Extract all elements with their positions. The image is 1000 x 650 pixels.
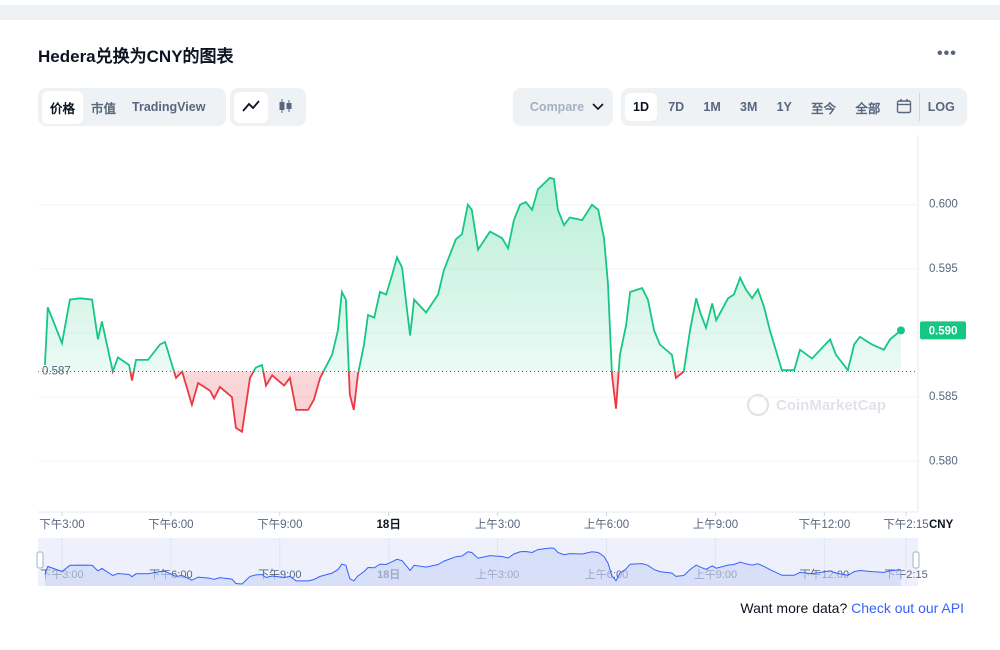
tab-group: 价格 市值 TradingView [38,88,226,126]
range-button[interactable]: 至今 [811,101,837,116]
last-price-label: 0.590 [929,325,958,337]
tab[interactable]: TradingView [132,100,206,114]
price-line-down [111,371,849,434]
candle-icon [279,98,292,113]
calendar-button[interactable] [892,94,916,121]
price-line-up [44,176,902,372]
range-button[interactable]: 1M [703,100,721,114]
navigator-handle[interactable] [36,551,44,569]
compare-dropdown[interactable]: Compare [513,88,613,126]
watermark-text: CoinMarketCap [776,397,886,414]
line-icon [242,99,260,112]
navigator-line [44,547,901,585]
range-button[interactable]: 7D [668,100,685,114]
chevron [592,103,604,111]
price-chart: CNY CoinMarketCap 0.580 0.585 0.590 0.595 0.… [36,135,966,586]
x-tick-label: 下午2:15 [883,518,928,531]
tab[interactable]: 价格 [42,90,84,124]
x-tick-label: 下午9:00 [257,518,302,531]
candle-style-button[interactable] [268,92,302,123]
last-point [896,326,905,335]
line-style-button[interactable] [234,91,268,123]
range-group: 1D 7D 1M 3M 1Y 至今 全部 LOG [621,88,967,126]
footer: Want more data? Check out our API [740,600,964,616]
navigator-handle[interactable] [912,551,920,569]
x-tick-label: 下午6:00 [148,518,193,531]
api-link[interactable]: Check out our API [851,600,964,616]
x-tick-label: 上午6:00 [584,518,629,531]
y-tick-label: 0.600 [929,199,958,211]
x-tick-label: 下午12:00 [798,518,850,531]
watermark: CoinMarketCap [746,393,886,417]
y-unit: CNY [929,519,954,531]
compare-label: Compare [529,100,585,114]
range-button[interactable]: 1D [625,93,657,121]
x-tick-label: 上午9:00 [693,518,738,531]
more-button[interactable]: ••• [937,45,957,62]
navigator-area [44,548,901,586]
range-button[interactable]: 全部 [855,101,881,116]
area-up [44,177,901,372]
y-tick-label: 0.580 [929,455,958,467]
y-tick-label: 0.595 [929,263,958,275]
reference-label: 0.587 [42,365,71,377]
last-price-tag [920,321,966,340]
top-bar [0,5,1000,20]
range-button[interactable]: 3M [740,100,758,114]
footer-text: Want more data? [740,600,848,616]
tab[interactable]: 市值 [91,101,117,116]
x-tick-label: 下午3:00 [39,518,84,531]
chart-style-group [230,88,306,126]
x-tick-label: 上午3:00 [475,518,520,531]
y-tick-label: 0.585 [929,391,958,403]
log-button[interactable]: LOG [918,93,963,121]
chart-title: Hedera兑换为CNY的图表 [38,47,234,66]
range-button[interactable]: 1Y [776,100,792,114]
calendar-icon [896,98,911,113]
x-tick-label: 18日 [377,518,401,531]
